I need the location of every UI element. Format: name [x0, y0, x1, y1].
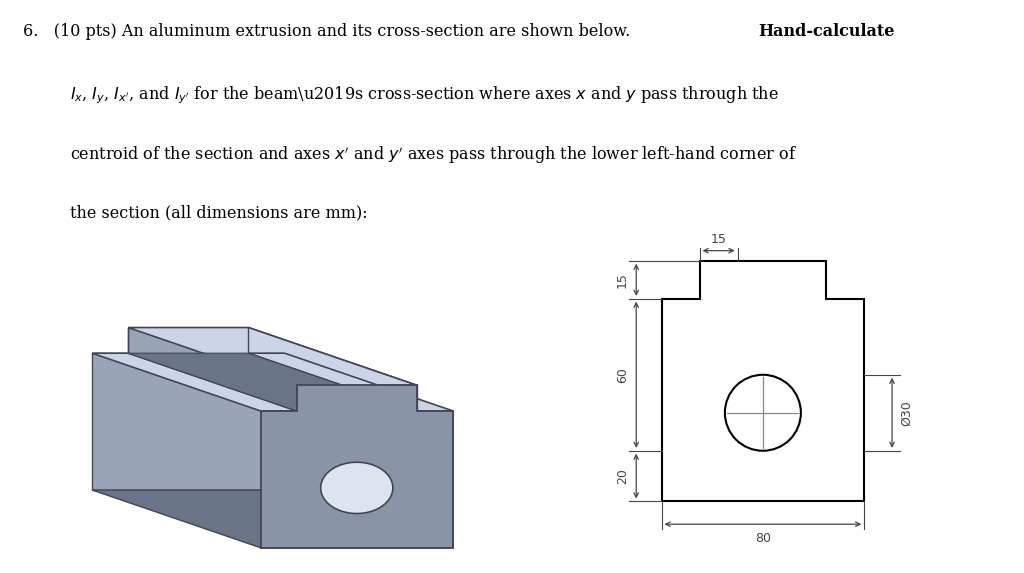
Text: 60: 60	[615, 367, 629, 383]
Text: centroid of the section and axes $x'$ and $y'$ axes pass through the lower left-: centroid of the section and axes $x'$ an…	[70, 144, 797, 166]
Polygon shape	[92, 328, 285, 490]
Polygon shape	[249, 353, 453, 411]
Polygon shape	[249, 328, 453, 548]
Polygon shape	[321, 462, 393, 513]
Circle shape	[725, 375, 801, 451]
Text: 15: 15	[615, 272, 629, 288]
Polygon shape	[128, 353, 417, 411]
Text: 80: 80	[755, 532, 771, 545]
Polygon shape	[92, 490, 453, 548]
Polygon shape	[662, 261, 864, 501]
Text: the section (all dimensions are mm):: the section (all dimensions are mm):	[70, 204, 368, 221]
Text: Ø30: Ø30	[900, 400, 912, 426]
Polygon shape	[92, 353, 297, 411]
Text: 15: 15	[711, 233, 726, 246]
Polygon shape	[260, 385, 453, 548]
Polygon shape	[128, 328, 417, 385]
Text: Hand-calculate: Hand-calculate	[758, 23, 894, 40]
Text: $I_x$, $I_y$, $I_{x'}$, and $I_{y'}$ for the beam\u2019s cross-section where axe: $I_x$, $I_y$, $I_{x'}$, and $I_{y'}$ for…	[70, 85, 778, 107]
Text: 20: 20	[615, 468, 629, 484]
Text: 6.   (10 pts) An aluminum extrusion and its cross-section are shown below.: 6. (10 pts) An aluminum extrusion and it…	[23, 23, 640, 40]
